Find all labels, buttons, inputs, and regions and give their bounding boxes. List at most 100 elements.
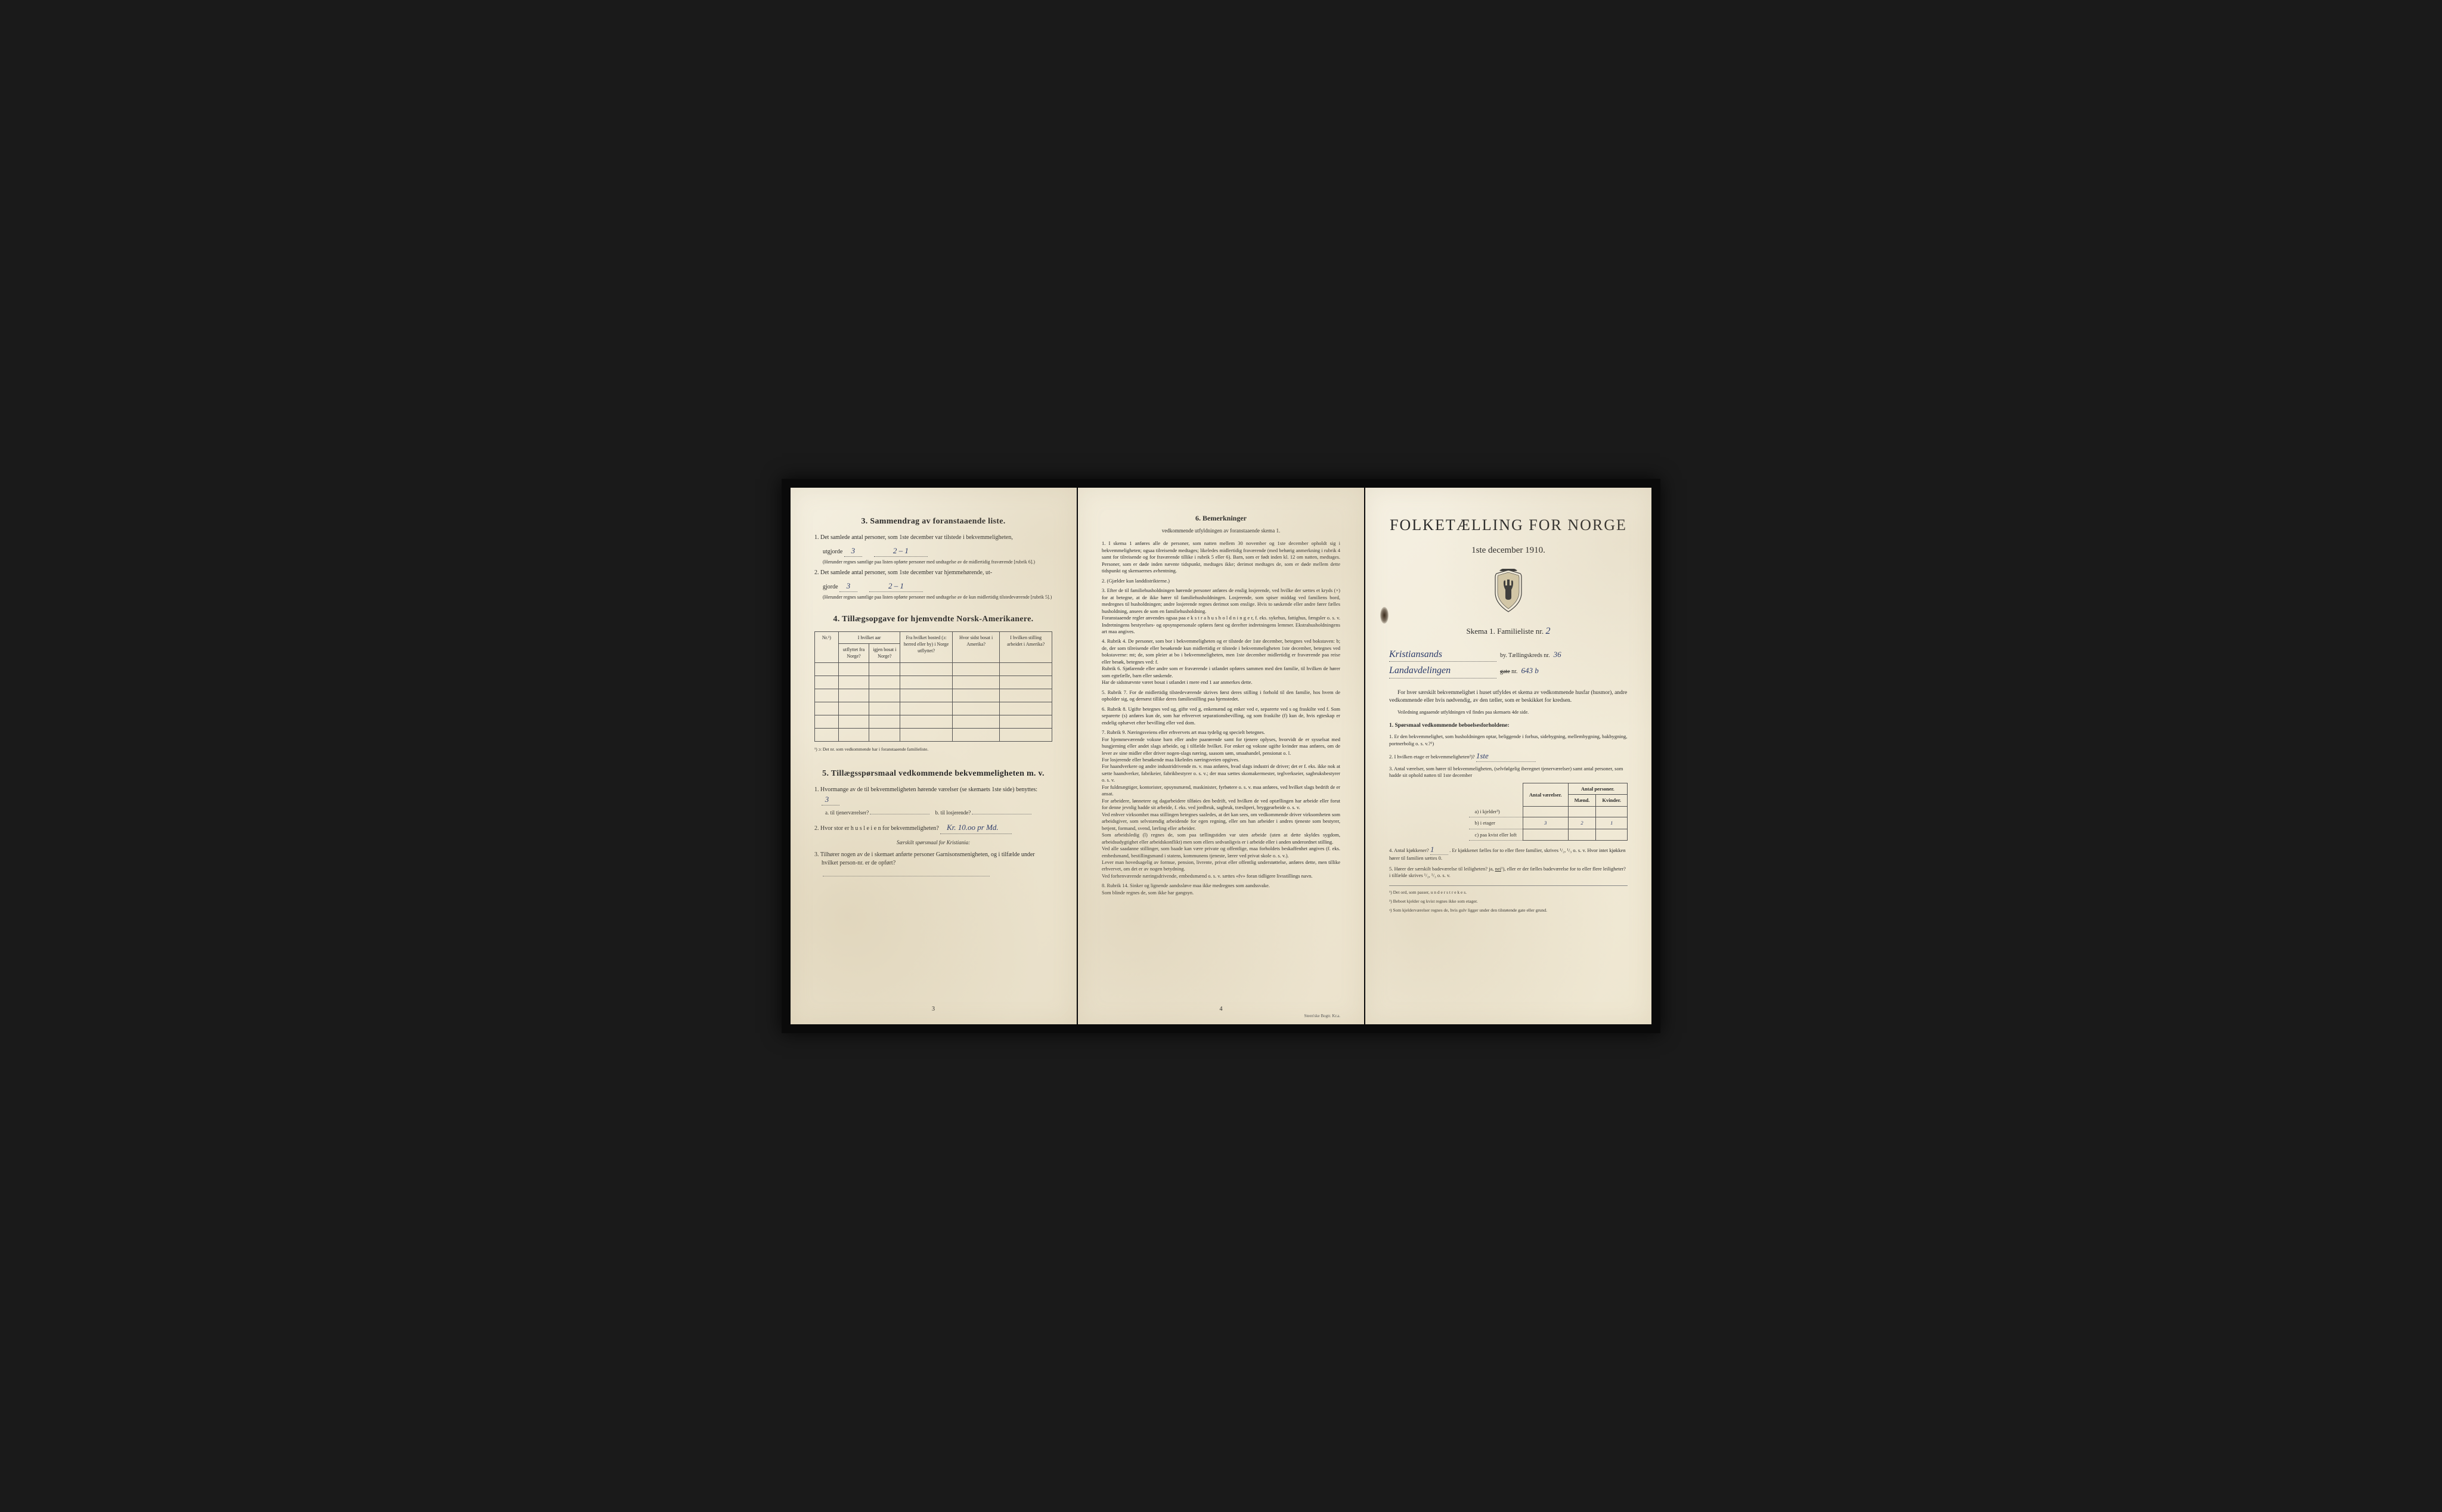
table-row xyxy=(815,662,1052,676)
skema-label: Skema 1. Familieliste nr. xyxy=(1467,627,1544,636)
census-date: 1ste december 1910. xyxy=(1389,544,1628,557)
s3-item1-fill-row: utgjorde 3 2 – 1 xyxy=(823,546,1052,557)
row-etager: b) i etager xyxy=(1469,817,1523,829)
intro-note: Veiledning angaaende utfyldningen vil fi… xyxy=(1389,709,1628,716)
table-row: c) paa kvist eller loft xyxy=(1469,829,1628,840)
s4-footnote: ¹) ɔ: Det nr. som vedkommende har i fora… xyxy=(814,746,1052,753)
fn1: ¹) Det ord, som passer, u n d e r s t r … xyxy=(1389,890,1628,896)
s3-fill2b: 2 – 1 xyxy=(869,581,923,592)
r-q2-text: 2. I hvilken etage er bekvemmeligheten²)… xyxy=(1389,754,1475,760)
s5-q1: 1. Hvormange av de til bekvemmeligheten … xyxy=(814,786,1052,805)
s3-gjorde: gjorde xyxy=(823,584,838,590)
th-aar: I hvilket aar xyxy=(838,631,900,643)
questions-title: 1. Spørsmaal vedkommende beboelsesforhol… xyxy=(1389,722,1628,730)
r-q4-text: 4. Antal kjøkkener? xyxy=(1389,847,1429,853)
section3-title: 3. Sammendrag av foranstaaende liste. xyxy=(814,516,1052,528)
page-3: 3. Sammendrag av foranstaaende liste. 1.… xyxy=(791,488,1077,1024)
th-hvor: Hvor sidst bosat i Amerika? xyxy=(952,631,1000,662)
s5-q2-text: 2. Hvor stor er h u s l e i e n for bekv… xyxy=(814,825,939,832)
s3-fill1a: 3 xyxy=(844,546,862,557)
fn3: ᶾ) Som kjelderværelser regnes de, hvis g… xyxy=(1389,907,1628,914)
page-title: FOLKETÆLLING FOR NORGE 1ste december 191… xyxy=(1365,488,1651,1024)
s3-note2: (Herunder regnes samtlige paa listen opf… xyxy=(823,594,1052,600)
s5-q1-sub: a. til tjenerværelser? b. til losjerende… xyxy=(825,809,1052,817)
r-q1: 1. Er den bekvemmelighet, som husholdnin… xyxy=(1389,733,1628,747)
table-row xyxy=(815,676,1052,689)
bem-3: 3. Efter de til familiehusholdningen hør… xyxy=(1102,587,1340,635)
r-q5: 5. Hører der særskilt badeværelse til le… xyxy=(1389,866,1628,879)
s3-item1: 1. Det samlede antal personer, som 1ste … xyxy=(814,534,1052,542)
s5-q1-fill: 3 xyxy=(822,794,839,805)
gate-line: Landavdelingen gate nr. 643 b xyxy=(1389,664,1628,678)
th-stilling: I hvilken stilling arbeidet i Amerika? xyxy=(1000,631,1052,662)
bem-6: 6. Rubrik 8. Ugifte betegnes ved ug, gif… xyxy=(1102,706,1340,726)
bem-4: 4. Rubrik 4. De personer, som bor i bekv… xyxy=(1102,638,1340,686)
gate-nr: 643 b xyxy=(1521,665,1538,676)
th-igjen: igjen bosat i Norge? xyxy=(869,644,900,662)
right-body: For hver særskilt bekvemmelighet i huset… xyxy=(1389,689,1628,914)
table-row: a) i kjelder³) xyxy=(1469,806,1628,817)
printer-imprint: Steen'ske Bogtr. Kr.a. xyxy=(1304,1014,1340,1020)
s3-note1: (Herunder regnes samtlige paa listen opf… xyxy=(823,559,1052,565)
th-utflyttet: utflyttet fra Norge? xyxy=(838,644,869,662)
street-handwritten: Landavdelingen xyxy=(1389,664,1496,678)
fn2: ²) Beboet kjelder og kvist regnes ikke s… xyxy=(1389,898,1628,905)
r-q2: 2. I hvilken etage er bekvemmeligheten²)… xyxy=(1389,751,1628,762)
s3-item2-fill-row: gjorde 3 2 – 1 xyxy=(823,581,1052,592)
val-vaerelser: 3 xyxy=(1523,817,1568,829)
page-4: 6. Bemerkninger vedkommende utfyldningen… xyxy=(1078,488,1364,1024)
row-kvist: c) paa kvist eller loft xyxy=(1469,829,1523,840)
s5-kristiania-note: Særskilt spørsmaal for Kristiania: xyxy=(814,839,1052,847)
s3-fill2a: 3 xyxy=(839,581,857,592)
intro-para: For hver særskilt bekvemmelighet i huset… xyxy=(1389,689,1628,706)
by-line: Kristiansands by. Tællingskreds nr. 36 xyxy=(1389,648,1628,662)
s5-q1-text: 1. Hvormange av de til bekvemmeligheten … xyxy=(814,786,1037,793)
census-title: FOLKETÆLLING FOR NORGE xyxy=(1389,515,1628,536)
s5-q2: 2. Hvor stor er h u s l e i e n for bekv… xyxy=(814,822,1052,834)
section4-table: Nr.¹) I hvilket aar Fra hvilket bosted (… xyxy=(814,631,1052,742)
gate-strike: gate xyxy=(1500,668,1510,675)
section5-title: 5. Tillægsspørsmaal vedkommende bekvemme… xyxy=(814,768,1052,780)
paper-stain xyxy=(1380,607,1389,624)
th-fra: Fra hvilket bosted (ɔ: herred eller by) … xyxy=(900,631,953,662)
r-q4: 4. Antal kjøkkener? 1 . Er kjøkkenet fæl… xyxy=(1389,844,1628,862)
table-row xyxy=(815,702,1052,715)
row-kjelder: a) i kjelder³) xyxy=(1469,806,1523,817)
table-header-row: Nr.¹) I hvilket aar Fra hvilket bosted (… xyxy=(815,631,1052,643)
table-row xyxy=(815,728,1052,741)
val-kvinder: 1 xyxy=(1596,817,1628,829)
s3-utgjorde: utgjorde xyxy=(823,549,842,555)
rooms-table: Antal værelser. Antal personer. Mænd. Kv… xyxy=(1469,783,1628,841)
r-q3: 3. Antal værelser, som hører til bekvemm… xyxy=(1389,766,1628,779)
table-row xyxy=(815,689,1052,702)
section4-title: 4. Tillægsopgave for hjemvendte Norsk-Am… xyxy=(814,614,1052,625)
bem-2: 2. (Gjælder kun landdistrikterne.) xyxy=(1102,578,1340,584)
val-maend: 2 xyxy=(1568,817,1596,829)
page-number-3: 3 xyxy=(932,1005,935,1014)
s5-q3: 3. Tilhører nogen av de i skemaet anført… xyxy=(814,851,1052,867)
s5-q1b: b. til losjerende? xyxy=(935,810,971,816)
r-q4-fill: 1 xyxy=(1430,844,1448,856)
by-handwritten: Kristiansands xyxy=(1389,648,1496,662)
by-label: by. Tællingskreds nr. xyxy=(1500,652,1550,660)
th-kvinder: Kvinder. xyxy=(1596,795,1628,806)
bem-5: 5. Rubrik 7. For de midlertidig tilstede… xyxy=(1102,689,1340,703)
s5-q1a: a. til tjenerværelser? xyxy=(825,810,869,816)
table-row: Antal værelser. Antal personer. xyxy=(1469,783,1628,794)
th-personer: Antal personer. xyxy=(1568,783,1627,794)
r-q2-fill: 1ste xyxy=(1476,751,1536,762)
document-spread: 3. Sammendrag av foranstaaende liste. 1.… xyxy=(782,479,1660,1033)
bem-1: 1. I skema 1 anføres alle de personer, s… xyxy=(1102,540,1340,574)
table-row xyxy=(815,715,1052,728)
section6-subtitle: vedkommende utfyldningen av foranstaaend… xyxy=(1102,527,1340,535)
th-nr: Nr.¹) xyxy=(815,631,839,662)
bem-7: 7. Rubrik 9. Næringsveiens eller erhverv… xyxy=(1102,729,1340,879)
s3-fill1b: 2 – 1 xyxy=(874,546,928,557)
page-number-4: 4 xyxy=(1220,1005,1223,1014)
skema-line: Skema 1. Familieliste nr. 2 xyxy=(1389,625,1628,638)
table-row: b) i etager 3 2 1 xyxy=(1469,817,1628,829)
th-maend: Mænd. xyxy=(1568,795,1596,806)
coat-of-arms-icon xyxy=(1389,569,1628,616)
r-q5-nei: nei xyxy=(1495,866,1501,872)
s3-item2: 2. Det samlede antal personer, som 1ste … xyxy=(814,569,1052,577)
